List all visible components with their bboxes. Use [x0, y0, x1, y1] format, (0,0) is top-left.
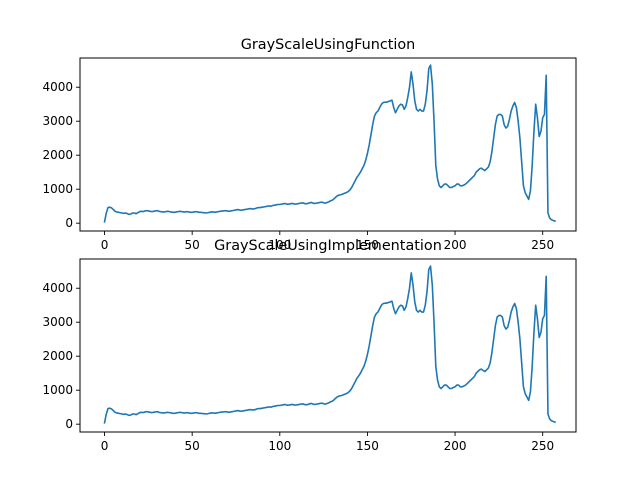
chart-grayscale-using-implementation: 0 50 100 150 200 25001000200030004000GrayScal…: [42, 238, 577, 453]
chart-title: GrayScaleUsingImplementation: [214, 238, 442, 254]
x-tick-label: 0: [101, 238, 109, 252]
axes-frame: [79, 57, 577, 232]
axes-frame: [79, 258, 577, 433]
chart-grayscale-using-function: 0 50 100 150 200 250 0 1000 2000 3000 4000 GrayScal…: [42, 37, 577, 252]
y-tick-label: 0: [65, 216, 73, 230]
y-tick-label: 3000: [42, 315, 73, 329]
x-tick-label: 100: [268, 439, 291, 453]
chart-title: GrayScaleUsingFunction: [241, 37, 416, 53]
x-tick-label: 250: [531, 238, 554, 252]
y-tick-label: 1000: [42, 182, 73, 196]
x-tick-label: 50: [185, 238, 200, 252]
x-tick-label: 100: [268, 238, 291, 252]
x-tick-label: 200: [444, 439, 467, 453]
x-tick-label: 250: [531, 439, 554, 453]
data-line: [103, 64, 557, 223]
y-tick-label: 0: [65, 417, 73, 431]
y-tick-label: 4000: [42, 80, 73, 94]
y-tick-label: 2000: [42, 349, 73, 363]
y-tick-label: 3000: [42, 114, 73, 128]
y-tick-label: 2000: [42, 148, 73, 162]
y-tick-label: 4000: [42, 281, 73, 295]
x-tick-label: 50: [185, 439, 200, 453]
data-line: [103, 265, 557, 424]
x-tick-label: 150: [356, 439, 379, 453]
x-tick-label: 150: [356, 238, 379, 252]
y-tick-label: 1000: [42, 383, 73, 397]
x-tick-label: 0: [101, 439, 109, 453]
x-tick-label: 200: [444, 238, 467, 252]
